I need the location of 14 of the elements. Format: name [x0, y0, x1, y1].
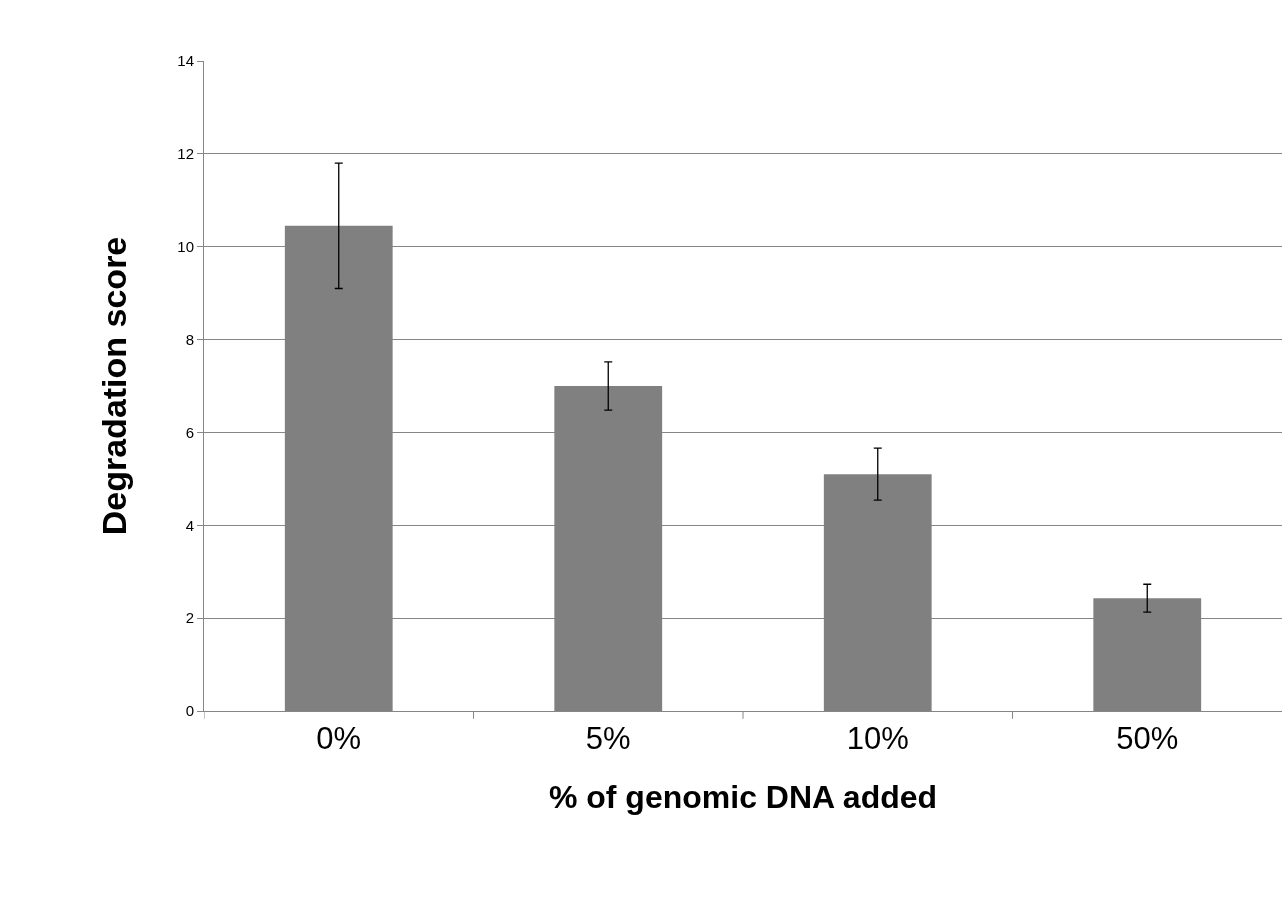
y-tick-label: 2: [185, 609, 194, 627]
y-tick-label: 14: [177, 52, 194, 70]
y-tick-label: 8: [185, 330, 194, 348]
x-tick-label: 50%: [1116, 721, 1179, 757]
x-tick-label: 10%: [846, 721, 909, 757]
x-tick-label: 0%: [316, 721, 362, 757]
y-tick-label: 4: [185, 516, 194, 534]
x-tick-label: 5%: [585, 721, 631, 757]
y-axis-title: Degradation score: [94, 236, 133, 536]
y-tick-label: 6: [185, 423, 194, 441]
y-tick-label: 12: [177, 145, 194, 163]
y-tick-label: 0: [185, 702, 194, 720]
x-axis-title: % of genomic DNA added: [548, 779, 938, 816]
y-tick-label: 10: [177, 237, 194, 255]
